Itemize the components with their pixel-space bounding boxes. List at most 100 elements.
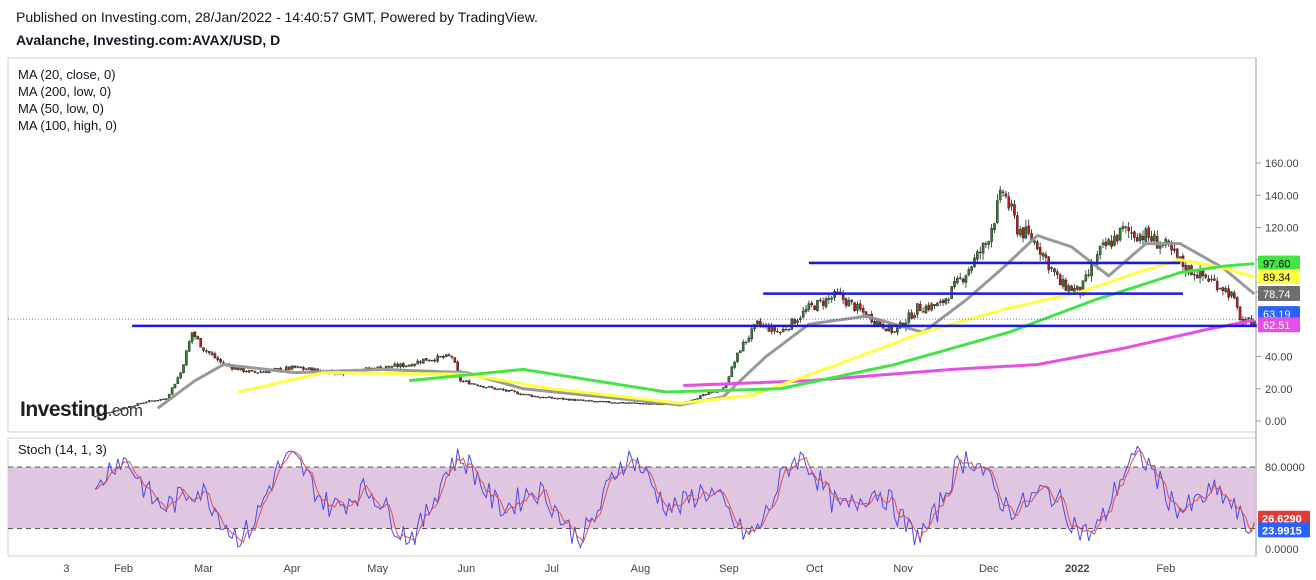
candle-body	[1141, 235, 1145, 241]
candle-369	[1147, 225, 1150, 242]
candle-body	[827, 298, 831, 300]
candle-255	[821, 297, 825, 310]
legend-ma-100[interactable]: MA (100, high, 0)	[18, 118, 117, 133]
candle-body	[1090, 264, 1093, 277]
candle-body	[199, 337, 202, 348]
candle-228	[744, 341, 748, 345]
candle-body	[850, 299, 854, 303]
candle-body	[490, 386, 494, 388]
price-axis[interactable]: 160.00140.00120.00100.0080.0060.0040.002…	[1256, 158, 1305, 556]
candle-159	[547, 396, 551, 398]
candle-281	[896, 327, 899, 336]
candle-body	[493, 387, 497, 390]
candle-340	[1064, 277, 1068, 292]
candle-body	[170, 387, 174, 395]
candle-106	[396, 362, 399, 369]
candle-330	[1036, 239, 1039, 251]
candle-body	[456, 361, 459, 372]
candle-365	[1135, 232, 1139, 242]
candle-40	[207, 350, 211, 356]
candle-175	[593, 400, 597, 403]
candle-125	[450, 355, 454, 360]
candle-body	[733, 362, 736, 368]
candle-body	[507, 389, 511, 392]
price-label-text: 78.74	[1263, 289, 1291, 301]
candle-body	[1178, 256, 1182, 259]
candle-147	[513, 390, 517, 393]
candle-body	[947, 299, 951, 301]
candle-28	[173, 383, 177, 389]
candle-body	[810, 302, 814, 306]
candle-body	[1075, 285, 1079, 290]
candle-400	[1235, 295, 1239, 311]
legend-ma-20[interactable]: MA (20, close, 0)	[18, 67, 116, 82]
time-axis[interactable]: 3 Feb Mar Apr May Jun Jul Aug Sep Oct Nov Dec 2022 Fe…	[63, 563, 1175, 575]
candle-body	[944, 298, 948, 304]
candle-body	[402, 363, 405, 368]
candle-body	[978, 251, 982, 254]
candle-body	[396, 363, 399, 368]
price-label-2: 78.74	[1258, 286, 1300, 302]
candle-body	[516, 391, 519, 395]
price-label-box	[1258, 255, 1300, 271]
candle-body	[956, 277, 959, 283]
candle-112	[413, 363, 417, 368]
candle-294	[933, 304, 936, 309]
candle-107	[399, 362, 402, 369]
stoch-value-text: 23.9915	[1262, 525, 1302, 537]
candle-body	[1001, 191, 1005, 193]
candle-body	[913, 315, 916, 319]
stoch-tick-label-1: 0.0000	[1265, 544, 1299, 556]
candle-body	[302, 367, 305, 370]
candle-body	[1147, 227, 1150, 238]
candle-body	[413, 363, 417, 366]
candle-368	[1144, 226, 1148, 244]
candle-body	[253, 371, 257, 373]
candle-body	[93, 415, 97, 418]
candle-311	[981, 242, 985, 260]
candle-body	[599, 400, 602, 403]
candle-body	[619, 402, 622, 404]
candle-body	[1056, 271, 1059, 275]
candle-body	[1010, 203, 1013, 207]
candle-body	[796, 320, 799, 323]
candle-17	[142, 402, 145, 404]
candle-body	[187, 341, 191, 352]
candle-body	[153, 400, 157, 402]
candle-389	[1204, 273, 1208, 280]
candle-295	[936, 301, 939, 307]
candle-body	[918, 304, 922, 312]
candle-body	[1210, 278, 1213, 281]
candle-32	[185, 350, 188, 366]
candle-226	[739, 350, 742, 353]
candle-57	[256, 372, 260, 375]
candle-body	[462, 380, 465, 383]
ma-200-line	[683, 318, 1255, 387]
candle-body	[190, 332, 194, 342]
time-tick-label-10: Nov	[893, 563, 913, 575]
stoch-legend[interactable]: Stoch (14, 1, 3)	[18, 442, 107, 457]
candle-74	[305, 368, 308, 370]
candle-body	[941, 300, 945, 303]
candle-139	[490, 385, 494, 389]
candle-155	[536, 396, 539, 398]
candle-56	[253, 370, 257, 374]
candle-body	[1038, 247, 1042, 255]
candle-body	[1013, 204, 1016, 216]
candle-55	[250, 370, 254, 372]
legend-ma-50[interactable]: MA (50, low, 0)	[18, 101, 104, 116]
candle-body	[1207, 278, 1210, 282]
candle-347	[1084, 270, 1088, 283]
legend-ma-200[interactable]: MA (200, low, 0)	[18, 84, 112, 99]
candle-body	[1110, 240, 1113, 247]
candle-16	[139, 402, 142, 405]
candle-body	[858, 303, 862, 310]
candle-body	[1218, 288, 1222, 290]
candle-306	[967, 267, 971, 277]
candle-355	[1107, 237, 1111, 246]
candle-366	[1138, 232, 1142, 244]
candle-body	[893, 331, 896, 333]
candle-123	[444, 353, 448, 358]
candle-body	[287, 366, 291, 370]
